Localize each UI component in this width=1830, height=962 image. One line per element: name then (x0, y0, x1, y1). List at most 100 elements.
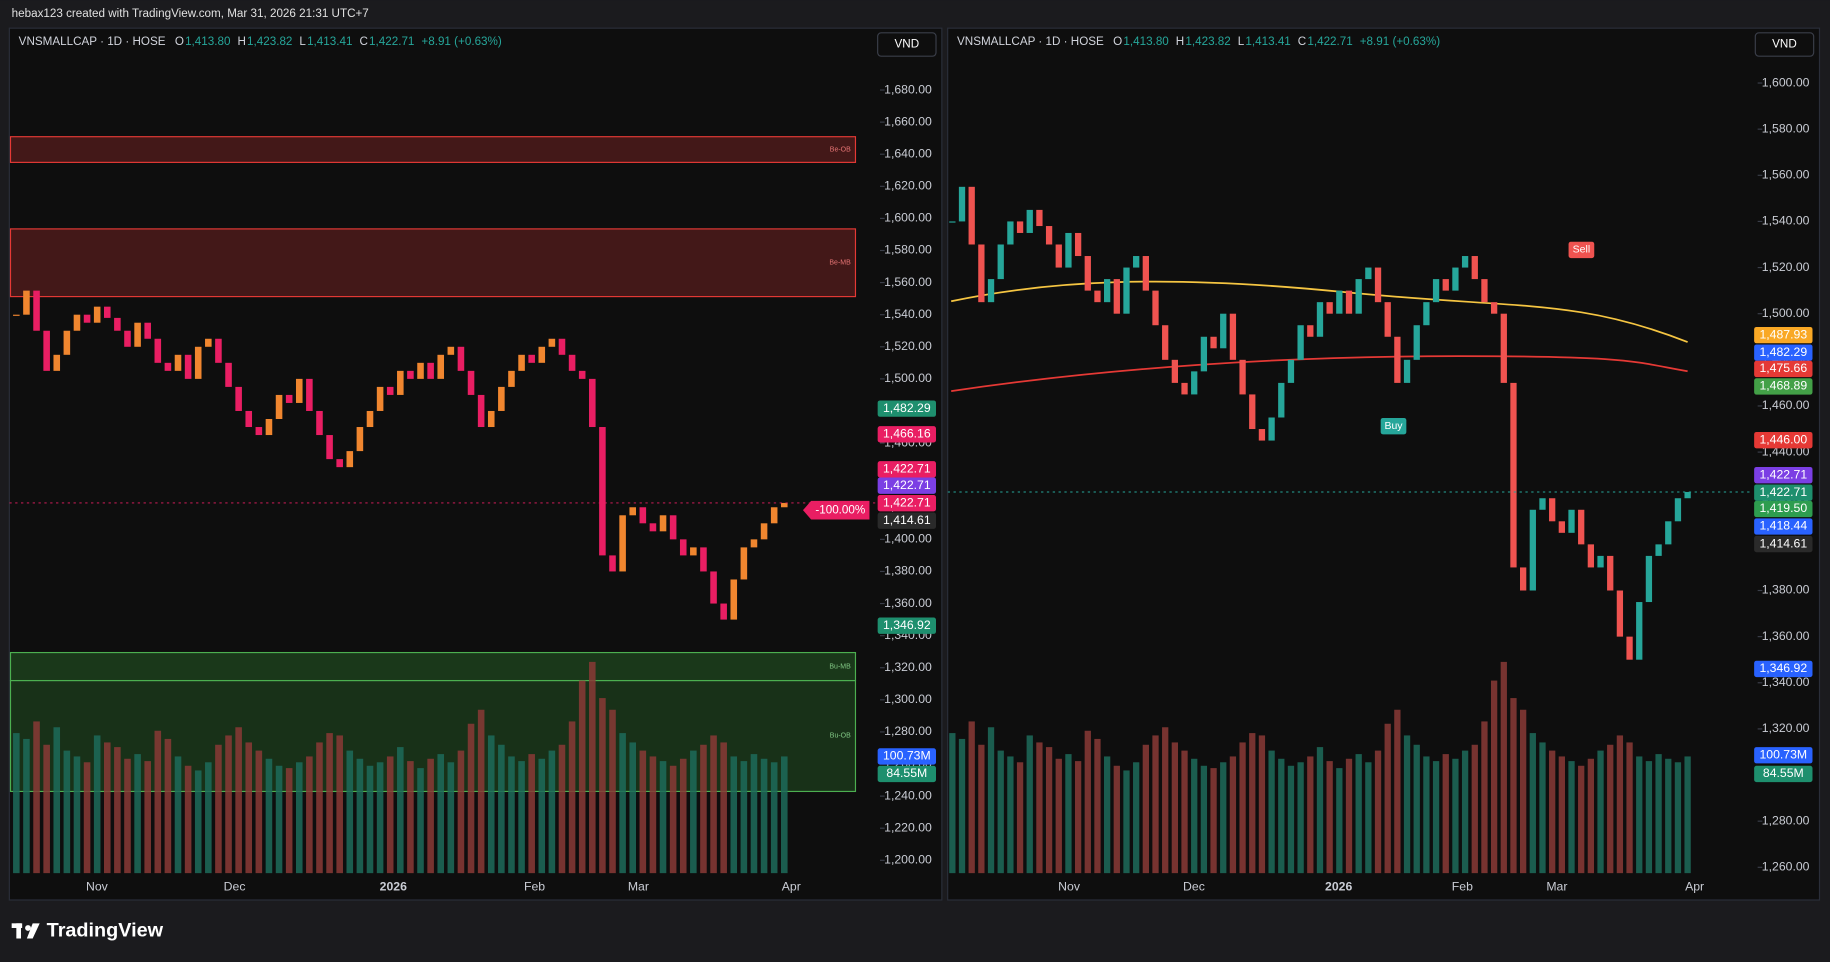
x-tick-label: Feb (524, 879, 545, 893)
candle (184, 354, 192, 379)
candle (760, 523, 768, 540)
candle (23, 290, 30, 315)
volume-bar (1326, 761, 1333, 874)
candle (265, 418, 273, 436)
candle (997, 244, 1004, 280)
candle (1539, 498, 1546, 510)
volume-bar (447, 762, 455, 874)
volume-bar (1084, 730, 1091, 874)
volume-bar (114, 747, 121, 874)
volume-bar (1297, 762, 1304, 874)
volume-bar (13, 733, 20, 874)
candle (720, 603, 727, 620)
volume-bar (245, 742, 253, 874)
candle (1171, 359, 1179, 383)
candle (1316, 302, 1324, 337)
candle (978, 244, 985, 303)
y-tick-label: 1,380.00 (1762, 583, 1810, 597)
price-tag (1754, 466, 1813, 484)
candle (477, 394, 485, 428)
volume-bar (397, 747, 404, 874)
signal-label: Buy (1384, 420, 1403, 432)
candle (1181, 382, 1188, 395)
volume-bar (1626, 742, 1633, 874)
volume-bar (609, 709, 616, 874)
candle (164, 362, 172, 371)
price-tag (877, 495, 937, 512)
price-tag-label: 1,419.50 (1759, 501, 1807, 515)
candle (487, 410, 495, 428)
candle (1626, 636, 1633, 660)
ohlc-value: 1,423.82 (247, 35, 292, 48)
volume-bar (376, 762, 384, 874)
y-tick-label: 1,320.00 (884, 660, 932, 674)
volume-bar (730, 756, 738, 874)
volume-bar (1016, 762, 1024, 874)
badge-label: -100.00% (815, 503, 865, 516)
price-tag-label: 1,482.29 (1759, 345, 1807, 359)
candle (1394, 336, 1401, 383)
volume-bar (215, 744, 222, 874)
candle (609, 555, 616, 572)
logo-shape (25, 925, 31, 931)
x-tick-label: Apr (1685, 879, 1704, 893)
ohlc-key: L (299, 35, 306, 48)
volume-bar (1055, 758, 1062, 874)
y-tick-label: 1,600.00 (1762, 75, 1810, 89)
candle (407, 370, 414, 379)
ohlc-value: 1,413.80 (185, 35, 231, 48)
volume-bar (1674, 762, 1682, 874)
badge (802, 500, 870, 520)
signal (1568, 241, 1595, 259)
volume-bar (1162, 727, 1169, 874)
candle (43, 330, 50, 371)
y-tick-label: 1,560.00 (1762, 168, 1810, 182)
candle (1036, 209, 1043, 227)
currency-label: VND (1772, 38, 1797, 51)
x-tick-label: Dec (224, 879, 246, 893)
candle (1229, 313, 1237, 360)
candle (1278, 382, 1285, 418)
candle (326, 435, 333, 460)
candle (1645, 555, 1653, 603)
volume-bar (1307, 756, 1314, 874)
volume-bar (599, 698, 606, 874)
zone (9, 136, 857, 163)
candle (568, 354, 576, 371)
x-tick-label: Mar (628, 879, 649, 893)
y-tick-label: 1,340.00 (1762, 675, 1810, 689)
volume-bar (356, 758, 364, 874)
y-tick-label: 1,580.00 (1762, 121, 1810, 135)
volume-bar (578, 680, 586, 874)
price-tag-label: 1,466.16 (883, 427, 931, 441)
volume-bar (1123, 770, 1130, 874)
volume-bar (1268, 750, 1275, 874)
currency-button (877, 32, 937, 57)
volume-bar (1239, 742, 1246, 874)
volume-bar (73, 756, 81, 874)
volume-bar (629, 742, 637, 874)
volume-bar (194, 770, 202, 874)
candle (174, 354, 182, 371)
candle (1452, 267, 1459, 291)
candle (1345, 290, 1353, 314)
y-tick-label: 1,380.00 (884, 564, 932, 578)
volume-bar (1258, 735, 1266, 874)
volume-bar (1355, 754, 1362, 874)
volume-bar (83, 762, 91, 874)
candle (1365, 267, 1372, 280)
price-tag (877, 461, 937, 478)
volume-bar (103, 742, 111, 874)
candle (1287, 359, 1295, 383)
volume-bar (770, 762, 778, 874)
ohlc-key: L (1238, 35, 1245, 48)
volume-bar (1568, 761, 1575, 874)
volume-bar (589, 661, 596, 874)
volume-bar (1278, 758, 1285, 874)
volume-bar (316, 742, 323, 874)
volume-bar (1636, 756, 1643, 874)
candle (1403, 359, 1411, 383)
candle (1152, 290, 1159, 326)
candle (1200, 336, 1208, 372)
candle (53, 354, 61, 371)
